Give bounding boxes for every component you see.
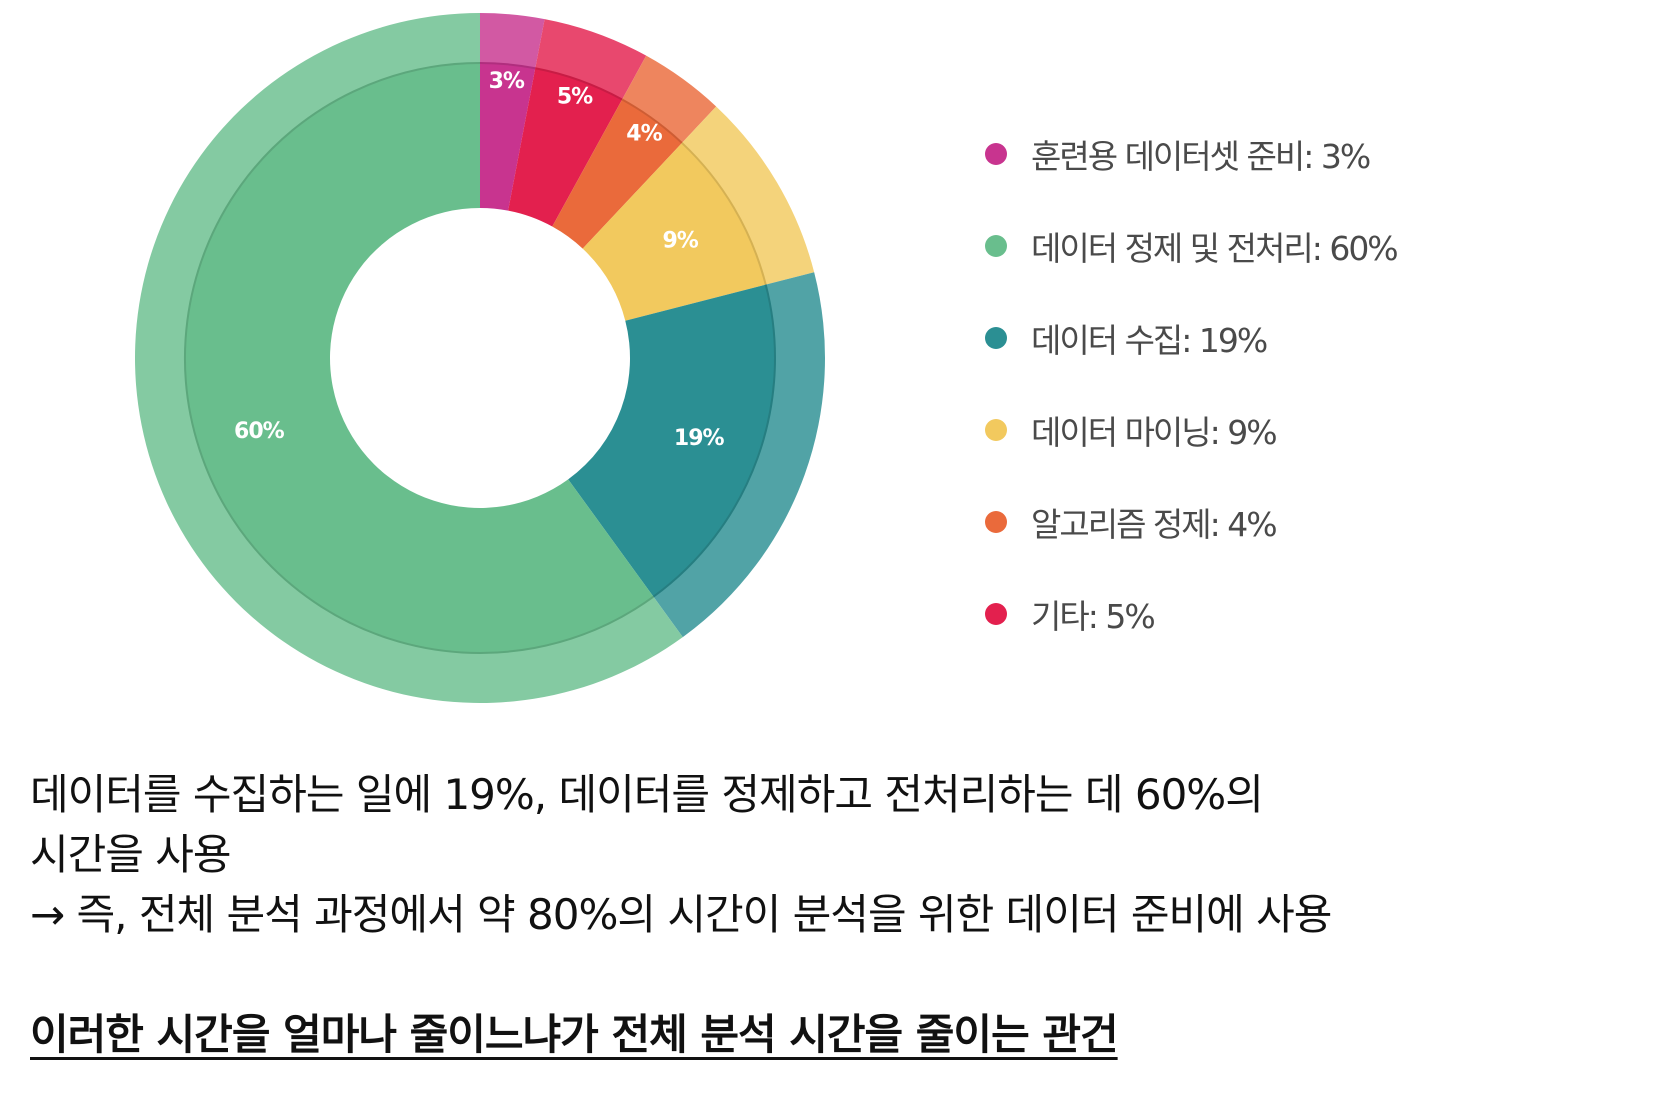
legend-swatch-icon [985,143,1007,165]
legend-item-2: 데이터 정제 및 전처리: 60% [985,200,1399,292]
slice-value-label-5: 19% [674,426,725,451]
legend-item-6: 기타: 5% [985,568,1397,660]
slice-6 [184,63,654,653]
legend-swatch-icon [985,511,1007,533]
legend-swatch-icon [985,419,1007,441]
slice-outer-ring-2 [535,19,647,100]
slice-outer-ring-4 [681,106,815,285]
slice-outer-ring-6 [134,13,683,703]
legend-label: 훈련용 데이터셋 준비: 3% [1031,137,1371,176]
legend-label: 데이터 마이닝: 9% [1031,413,1278,452]
legend-label: 알고리즘 정제: 4% [1031,505,1278,544]
slice-3 [552,99,682,249]
legend-item-5: 알고리즘 정제: 4% [985,476,1397,568]
chart-area: 3% 5% 4% 9% 19% 60% 훈련용 데이터셋 준비: 3% 데이터 정제 및 전… [134,13,1399,703]
slice-outer-ring-3 [622,55,717,143]
slice-value-label-2: 5% [557,84,593,109]
slice-2 [508,68,623,227]
legend-swatch-icon [985,327,1007,349]
slice-value-label-4: 9% [662,229,698,254]
slice-value-label-3: 4% [626,121,662,146]
legend-swatch-icon [985,235,1007,257]
legend-label: 데이터 수집: 19% [1031,321,1268,360]
legend-swatch-icon [985,603,1007,625]
donut-chart: 3% 5% 4% 9% 19% 60% [134,13,825,703]
caption-line-3: → 즉, 전체 분석 과정에서 약 80%의 시간이 분석을 위한 데이터 준비… [30,890,1332,939]
caption-emphasis: 이러한 시간을 얼마나 줄이느냐가 전체 분석 시간을 줄이는 관건 [30,1010,1119,1059]
slice-ring-divider-3 [621,98,683,144]
slice-1 [480,63,536,211]
slice-ring-divider-6 [184,62,654,654]
slice-ring-divider-4 [681,142,767,285]
legend-item-4: 데이터 마이닝: 9% [985,384,1397,476]
slice-ring-divider-5 [652,284,776,598]
legend-item-3: 데이터 수집: 19% [985,292,1397,384]
slice-ring-divider-2 [535,67,623,101]
slice-value-label-1: 3% [489,69,525,94]
caption-line-2: 시간을 사용 [30,830,232,879]
slice-outer-ring-1 [480,13,545,69]
caption-line-1: 데이터를 수집하는 일에 19%, 데이터를 정제하고 전처리하는 데 60%의 [30,770,1264,819]
caption-spacer [30,945,1650,1005]
chart-legend: 훈련용 데이터셋 준비: 3% 데이터 정제 및 전처리: 60% 데이터 수집: … [985,108,1399,660]
legend-label: 기타: 5% [1031,597,1156,636]
legend-label: 데이터 정제 및 전처리: 60% [1031,229,1399,268]
legend-item-1: 훈련용 데이터셋 준비: 3% [985,108,1397,200]
caption: 데이터를 수집하는 일에 19%, 데이터를 정제하고 전처리하는 데 60%의… [30,765,1650,1065]
slice-outer-ring-5 [653,272,825,638]
slice-ring-divider-1 [479,62,536,70]
slice-5 [568,284,776,597]
slice-value-label-6: 60% [234,419,285,444]
